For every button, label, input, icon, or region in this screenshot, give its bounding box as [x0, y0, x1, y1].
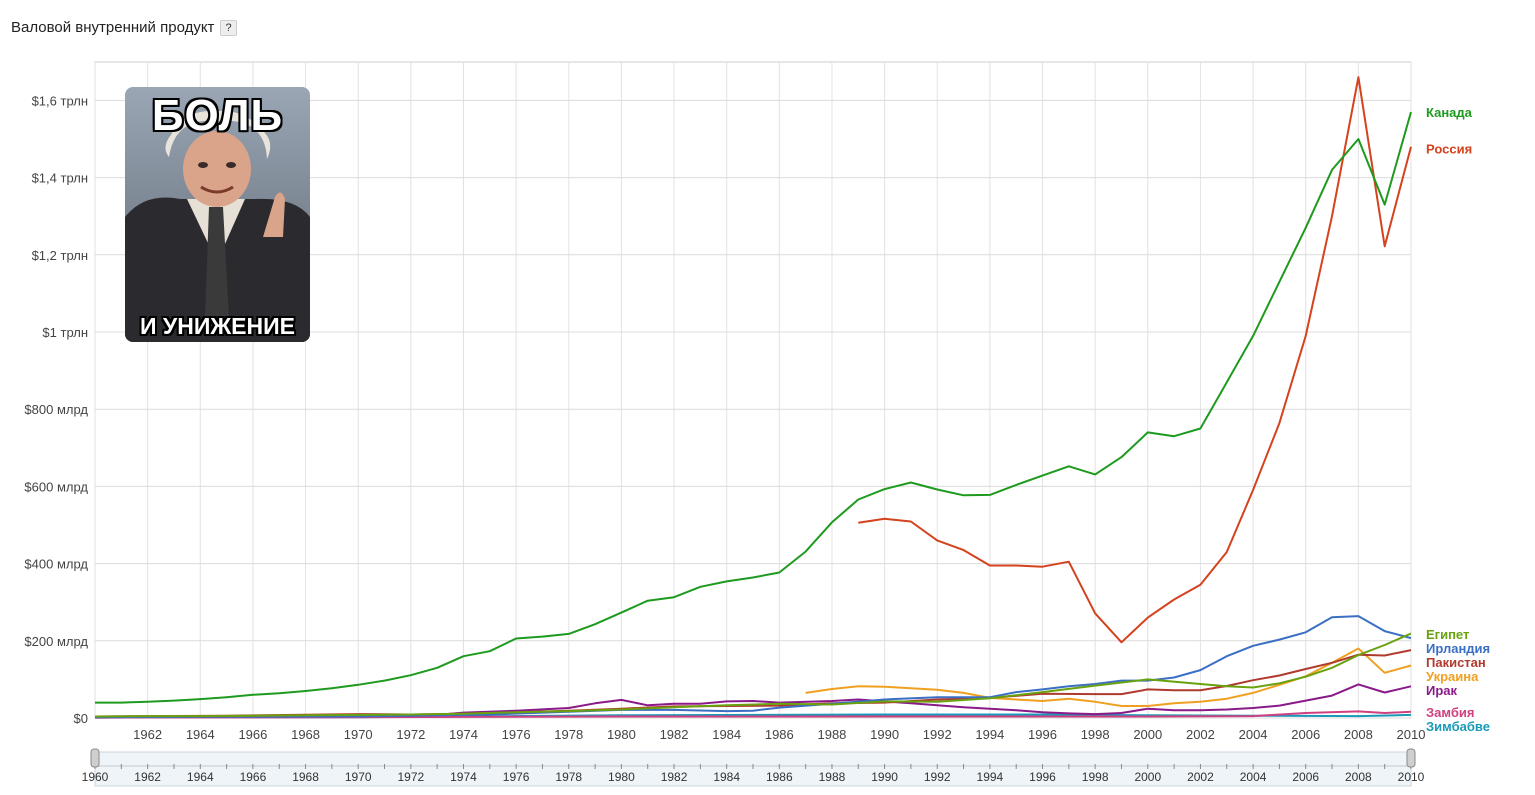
y-tick-label: $1 трлн: [42, 325, 88, 340]
range-tick-label: 2010: [1398, 770, 1425, 784]
y-tick-label: $200 млрд: [24, 634, 88, 649]
y-tick-label: $1,4 трлн: [32, 171, 88, 186]
range-tick-label: 1976: [503, 770, 530, 784]
x-tick-label: 1994: [975, 727, 1004, 742]
x-tick-label: 2006: [1291, 727, 1320, 742]
x-axis-ticks: 1962 1964 1966 1968 1970 1972 1974 1976 1978 1980…: [133, 727, 1425, 742]
x-tick-label: 1966: [238, 727, 267, 742]
range-tick-label: 1972: [397, 770, 424, 784]
series-line: [94, 710, 1412, 719]
x-tick-label: 1998: [1081, 727, 1110, 742]
y-tick-label: $1,6 трлн: [32, 93, 88, 108]
y-tick-label: $600 млрд: [24, 479, 88, 494]
series-label: Египет: [1426, 627, 1469, 642]
x-tick-label: 1970: [344, 727, 373, 742]
y-tick-label: $800 млрд: [24, 402, 88, 417]
range-handle[interactable]: [90, 748, 100, 768]
series-line: [94, 649, 1412, 718]
range-tick-label: 1986: [766, 770, 793, 784]
range-tick-label: 2004: [1240, 770, 1267, 784]
series-label: Украина: [1426, 669, 1479, 684]
x-tick-label: 2010: [1397, 727, 1426, 742]
range-tick-label: 1970: [345, 770, 372, 784]
range-tick-label: 2006: [1292, 770, 1319, 784]
range-tick-label: 1978: [555, 770, 582, 784]
x-tick-label: 1978: [554, 727, 583, 742]
series-line: [95, 111, 1412, 704]
series-line: [94, 632, 1412, 718]
range-tick-label: 1974: [450, 770, 477, 784]
series-label: Канада: [1426, 105, 1473, 120]
x-tick-label: 1986: [765, 727, 794, 742]
series-label: Замбия: [1426, 705, 1474, 720]
range-tick-label: 1960: [82, 770, 109, 784]
x-tick-label: 2004: [1239, 727, 1268, 742]
x-tick-label: 2008: [1344, 727, 1373, 742]
series-label: Россия: [1426, 142, 1472, 157]
x-tick-label: 1976: [502, 727, 531, 742]
meme-figure-icon: [125, 87, 310, 342]
x-tick-label: 1988: [817, 727, 846, 742]
x-tick-label: 1990: [870, 727, 899, 742]
range-tick-label: 1968: [292, 770, 319, 784]
range-tick-label: 1996: [1029, 770, 1056, 784]
page-title: Валовой внутренний продукт: [11, 19, 215, 36]
chart-title-row: Валовой внутренний продукт?: [11, 19, 237, 36]
range-tick-label: 1984: [713, 770, 740, 784]
x-tick-label: 1992: [923, 727, 952, 742]
meme-image: БОЛЬ И УНИЖЕНИЕ: [125, 87, 310, 342]
range-tick-label: 1962: [134, 770, 161, 784]
x-tick-label: 1964: [186, 727, 215, 742]
x-tick-label: 1974: [449, 727, 478, 742]
range-tick-label: 1982: [661, 770, 688, 784]
range-tick-label: 1966: [240, 770, 267, 784]
y-tick-label: $0: [74, 711, 88, 726]
range-tick-label: 2008: [1345, 770, 1372, 784]
range-tick-label: 1998: [1082, 770, 1109, 784]
x-tick-label: 2002: [1186, 727, 1215, 742]
series-line: [858, 76, 1412, 644]
x-tick-label: 2000: [1133, 727, 1162, 742]
help-button[interactable]: ?: [220, 20, 237, 36]
range-tick-label: 1994: [977, 770, 1004, 784]
x-tick-label: 1968: [291, 727, 320, 742]
series-label: Пакистан: [1426, 655, 1486, 670]
range-tick-label: 2002: [1187, 770, 1214, 784]
chart-grid: [94, 61, 1412, 719]
range-tick-label: 1964: [187, 770, 214, 784]
x-tick-label: 1962: [133, 727, 162, 742]
x-tick-label: 1984: [712, 727, 741, 742]
range-tick-label: 2000: [1134, 770, 1161, 784]
range-tick-label: 1990: [871, 770, 898, 784]
range-tick-label: 1980: [608, 770, 635, 784]
series-label: Зимбабве: [1426, 719, 1490, 734]
x-tick-label: 1996: [1028, 727, 1057, 742]
x-tick-label: 1972: [396, 727, 425, 742]
x-tick-label: 1982: [660, 727, 689, 742]
range-tick-label: 1992: [924, 770, 951, 784]
y-tick-label: $400 млрд: [24, 557, 88, 572]
range-tick-label: 1988: [819, 770, 846, 784]
series-lines: [94, 76, 1412, 719]
range-handle[interactable]: [1406, 748, 1416, 768]
y-axis-ticks: $0 $200 млрд $400 млрд $600 млрд $800 млрд $1…: [24, 93, 88, 726]
series-label: Ирак: [1426, 683, 1458, 698]
range-selector[interactable]: 1960 1962 1964 1966 1968 1970 1972 1974 1976 1978…: [82, 748, 1425, 787]
series-line: [805, 647, 1412, 707]
x-tick-label: 1980: [607, 727, 636, 742]
series-line: [94, 615, 1412, 719]
series-label: Ирландия: [1426, 641, 1490, 656]
meme-bottom-text: И УНИЖЕНИЕ: [140, 313, 295, 339]
meme-top-text: БОЛЬ: [151, 91, 284, 140]
y-tick-label: $1,2 трлн: [32, 248, 88, 263]
series-line: [94, 683, 1412, 719]
series-labels: Канада Россия ЕгипетИрландияПакистанУкраин…: [1426, 105, 1490, 734]
